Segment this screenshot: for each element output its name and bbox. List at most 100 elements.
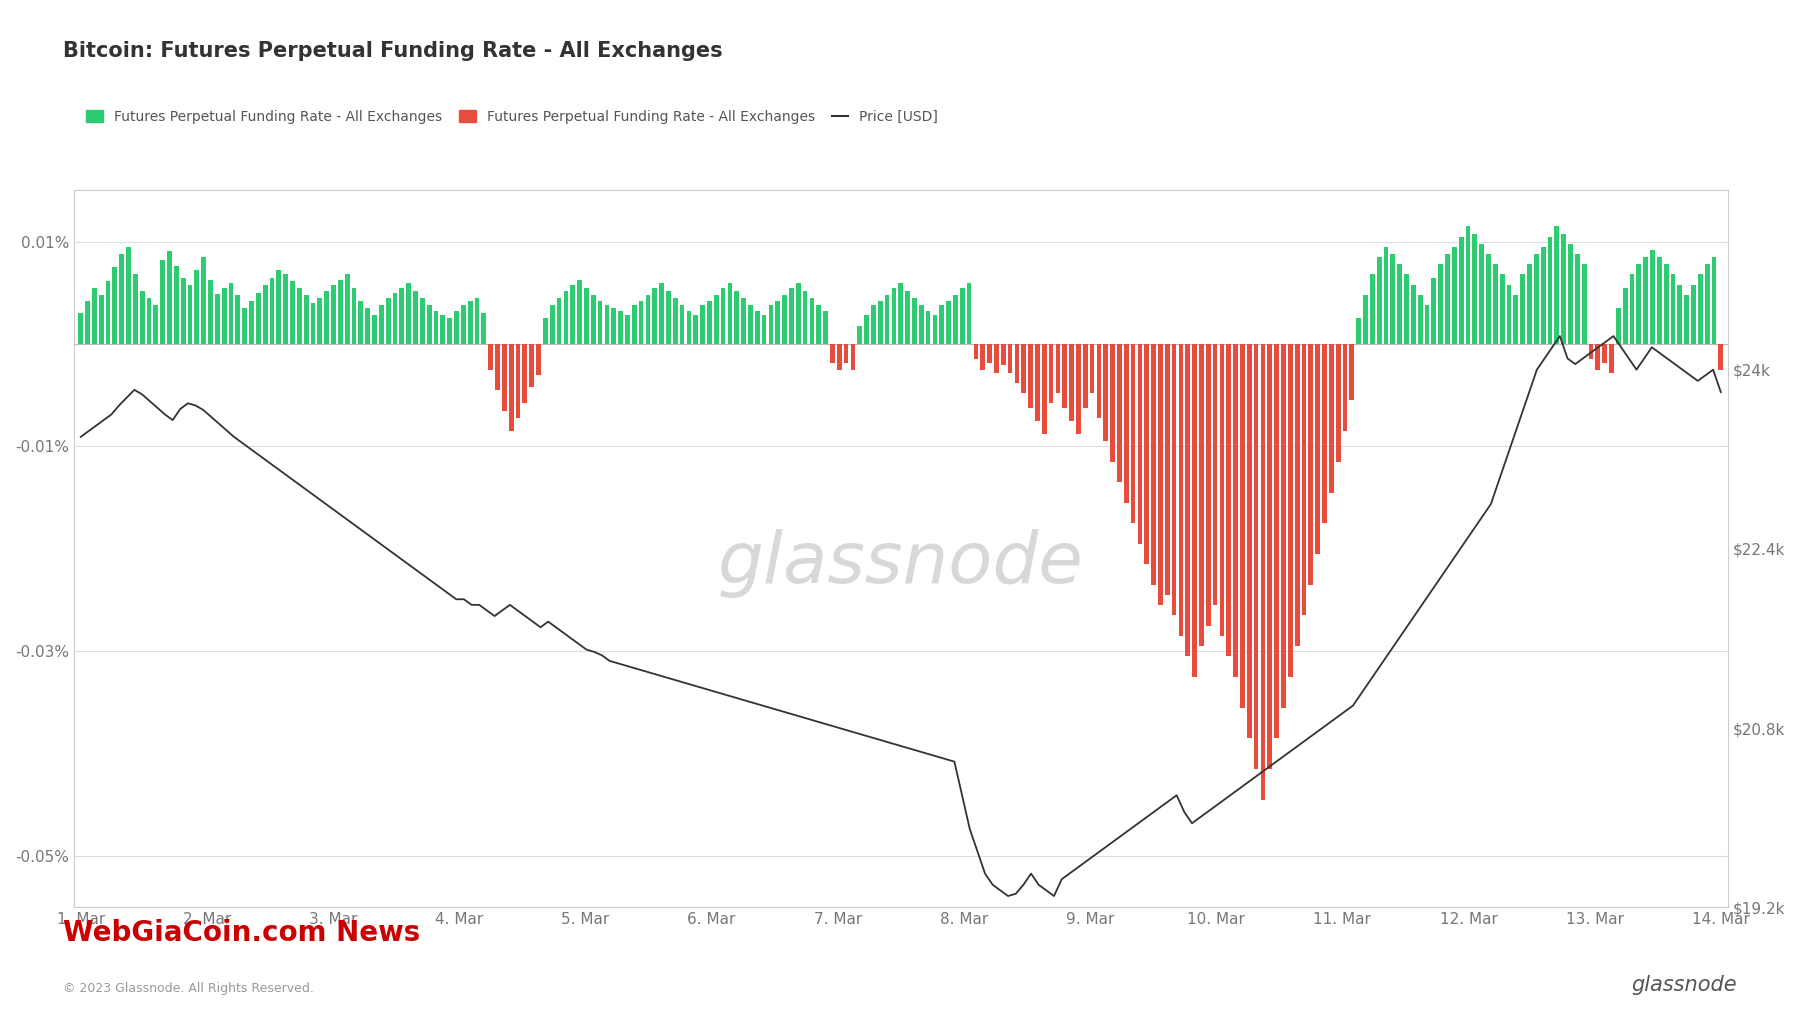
Bar bbox=[1397, 264, 1402, 344]
Bar bbox=[639, 301, 643, 344]
Bar bbox=[1719, 344, 1723, 370]
Bar bbox=[304, 295, 308, 344]
Legend: Futures Perpetual Funding Rate - All Exchanges, Futures Perpetual Funding Rate -: Futures Perpetual Funding Rate - All Exc… bbox=[81, 104, 943, 130]
Bar bbox=[1582, 264, 1586, 344]
Bar bbox=[297, 288, 302, 344]
Bar bbox=[1321, 344, 1327, 524]
Bar bbox=[175, 266, 178, 344]
Bar bbox=[536, 344, 542, 375]
Bar bbox=[106, 281, 110, 344]
Bar bbox=[92, 288, 97, 344]
Bar bbox=[160, 260, 166, 344]
Bar bbox=[214, 294, 220, 344]
Bar bbox=[1111, 344, 1114, 462]
Bar bbox=[796, 283, 801, 344]
Bar bbox=[400, 288, 405, 344]
Bar bbox=[1294, 344, 1300, 646]
Bar bbox=[837, 344, 842, 370]
Bar bbox=[994, 344, 999, 373]
Bar bbox=[1076, 344, 1080, 435]
Bar bbox=[1384, 247, 1388, 344]
Bar bbox=[1199, 344, 1204, 646]
Bar bbox=[448, 318, 452, 344]
Bar bbox=[1575, 254, 1580, 344]
Bar bbox=[959, 288, 965, 344]
Bar bbox=[1042, 344, 1046, 435]
Bar bbox=[1541, 247, 1546, 344]
Bar bbox=[803, 291, 808, 344]
Bar bbox=[475, 298, 479, 344]
Bar bbox=[1035, 344, 1040, 420]
Bar bbox=[1521, 275, 1525, 344]
Bar bbox=[1089, 344, 1094, 393]
Bar bbox=[236, 295, 239, 344]
Bar bbox=[878, 301, 882, 344]
Bar bbox=[1705, 264, 1710, 344]
Bar bbox=[311, 303, 315, 344]
Bar bbox=[277, 270, 281, 344]
Bar bbox=[1028, 344, 1033, 407]
Bar bbox=[351, 288, 356, 344]
Bar bbox=[1643, 257, 1649, 344]
Text: WebGiaCoin.com News: WebGiaCoin.com News bbox=[63, 919, 419, 947]
Bar bbox=[1526, 264, 1532, 344]
Bar bbox=[1350, 344, 1354, 400]
Bar bbox=[461, 305, 466, 344]
Text: glassnode: glassnode bbox=[718, 529, 1084, 598]
Bar bbox=[590, 295, 596, 344]
Bar bbox=[680, 305, 684, 344]
Bar bbox=[913, 298, 916, 344]
Bar bbox=[967, 283, 972, 344]
Bar bbox=[1084, 344, 1087, 407]
Bar bbox=[221, 288, 227, 344]
Bar bbox=[830, 344, 835, 363]
Bar bbox=[1062, 344, 1067, 407]
Bar bbox=[646, 295, 650, 344]
Bar bbox=[1008, 344, 1012, 373]
Bar bbox=[1336, 344, 1341, 462]
Text: Bitcoin: Futures Perpetual Funding Rate - All Exchanges: Bitcoin: Futures Perpetual Funding Rate … bbox=[63, 41, 722, 61]
Bar bbox=[1636, 264, 1642, 344]
Bar bbox=[1424, 305, 1429, 344]
Bar bbox=[1377, 257, 1382, 344]
Bar bbox=[468, 301, 473, 344]
Bar bbox=[1690, 285, 1696, 344]
Bar bbox=[1172, 344, 1177, 616]
Bar bbox=[693, 315, 698, 344]
Bar bbox=[1438, 264, 1444, 344]
Bar bbox=[1206, 344, 1211, 626]
Bar bbox=[659, 283, 664, 344]
Bar bbox=[1678, 285, 1683, 344]
Bar bbox=[495, 344, 500, 390]
Bar bbox=[112, 267, 117, 344]
Bar bbox=[549, 305, 554, 344]
Bar bbox=[556, 298, 562, 344]
Bar bbox=[1609, 344, 1615, 373]
Bar bbox=[578, 280, 581, 344]
Bar bbox=[810, 298, 814, 344]
Bar bbox=[338, 280, 342, 344]
Bar bbox=[1055, 344, 1060, 393]
Bar bbox=[1274, 344, 1280, 738]
Bar bbox=[194, 270, 200, 344]
Bar bbox=[776, 301, 779, 344]
Bar bbox=[187, 285, 193, 344]
Bar bbox=[1616, 308, 1620, 344]
Bar bbox=[1670, 275, 1676, 344]
Bar bbox=[1015, 344, 1019, 383]
Bar bbox=[1411, 285, 1415, 344]
Bar bbox=[817, 305, 821, 344]
Bar bbox=[1220, 344, 1224, 636]
Bar bbox=[823, 311, 828, 344]
Bar bbox=[864, 315, 869, 344]
Bar bbox=[1658, 257, 1661, 344]
Bar bbox=[79, 313, 83, 344]
Bar bbox=[1255, 344, 1258, 769]
Bar bbox=[932, 315, 938, 344]
Bar bbox=[1445, 254, 1449, 344]
Bar bbox=[1226, 344, 1231, 656]
Bar bbox=[720, 288, 725, 344]
Bar bbox=[727, 283, 733, 344]
Bar bbox=[871, 305, 877, 344]
Bar bbox=[385, 298, 391, 344]
